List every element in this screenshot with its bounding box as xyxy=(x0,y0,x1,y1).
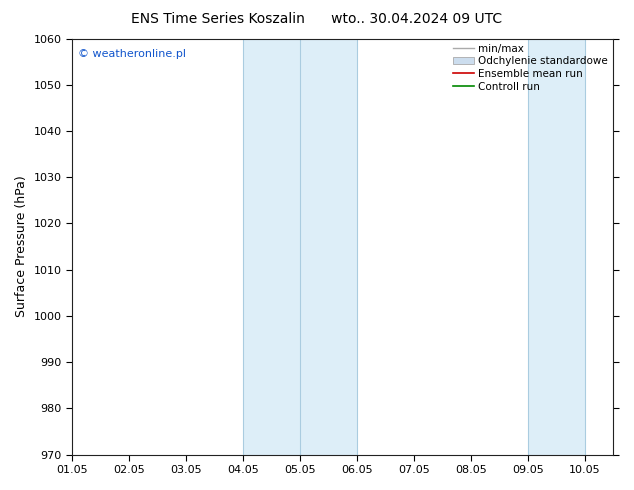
Bar xyxy=(243,39,300,455)
Legend: min/max, Odchylenie standardowe, Ensemble mean run, Controll run: min/max, Odchylenie standardowe, Ensembl… xyxy=(451,42,611,94)
Y-axis label: Surface Pressure (hPa): Surface Pressure (hPa) xyxy=(15,176,28,318)
Text: ENS Time Series Koszalin      wto.. 30.04.2024 09 UTC: ENS Time Series Koszalin wto.. 30.04.202… xyxy=(131,12,503,26)
Bar xyxy=(300,39,357,455)
Bar xyxy=(528,39,585,455)
Text: © weatheronline.pl: © weatheronline.pl xyxy=(77,49,186,59)
